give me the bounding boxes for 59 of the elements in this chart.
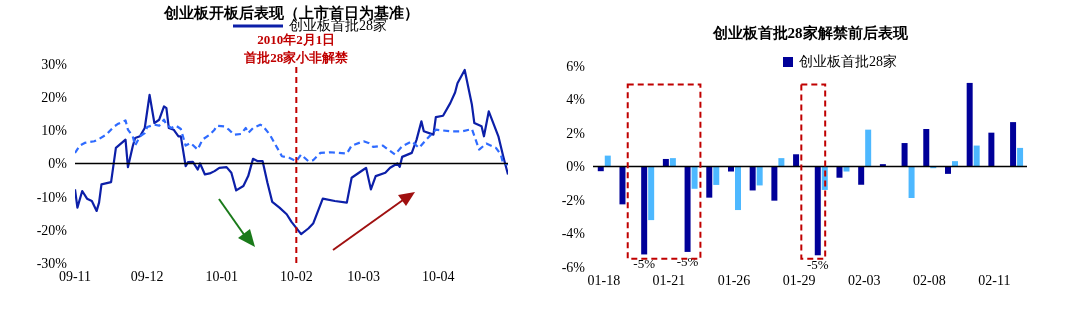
data-label: -5% [633,256,656,272]
chart-title: 创业板首批28家解禁前后表现 [711,24,909,43]
bar [814,166,821,256]
y-tick-label: -4% [561,226,586,242]
bar [966,82,973,167]
x-tick-label: 09-12 [130,268,164,284]
x-tick-label: 02-03 [847,272,881,288]
x-tick-label: 10-01 [205,268,239,284]
bar [836,166,843,178]
x-tick-label: 01-26 [717,272,751,288]
legend-label: 创业板首批28家 [798,53,897,71]
bar [641,166,648,255]
x-tick-label: 02-08 [913,272,946,288]
x-tick-label: 10-03 [347,268,380,284]
bar [1010,122,1017,167]
bar [793,154,800,167]
bar [771,166,778,201]
x-tick-label: 01-21 [652,272,686,288]
bar [684,166,691,252]
ref-line-label: 2010年2月1日首批28家小非解禁 [243,32,350,65]
line-series [75,118,508,166]
y-tick-label: 20% [41,90,68,106]
bar [706,166,713,198]
x-tick-label: 02-11 [978,272,1011,288]
y-tick-label: 30% [41,56,68,72]
data-label: -5% [806,257,829,273]
x-tick-label: 01-29 [782,272,816,288]
y-tick-label: -20% [36,222,68,238]
y-tick-label: -6% [561,259,586,275]
bar [988,132,995,167]
line-series [75,68,508,236]
bar [691,166,698,189]
bar [756,166,763,186]
x-tick-label: 10-04 [421,268,455,284]
x-tick-label: 09-11 [58,268,92,284]
y-tick-label: 2% [566,125,586,141]
bar [619,166,626,205]
y-tick-label: -2% [561,192,586,208]
bar [923,128,930,167]
bar [901,143,908,167]
y-tick-label: 0% [566,159,586,175]
x-tick-label: 10-02 [279,268,313,284]
bar [648,166,655,221]
bar [865,129,872,167]
y-tick-label: -30% [36,255,68,271]
bar [973,145,980,167]
bar [749,166,756,191]
y-tick-label: 4% [566,92,586,108]
bar [1017,147,1024,167]
bar [734,166,741,211]
y-tick-label: 0% [48,156,68,172]
y-tick-label: 6% [566,58,586,74]
y-tick-label: 10% [41,123,68,139]
bar [858,166,865,185]
bar [604,155,611,167]
bar [713,166,720,185]
y-tick-label: -10% [36,189,68,205]
bar [908,166,915,198]
x-tick-label: 01-18 [587,272,621,288]
